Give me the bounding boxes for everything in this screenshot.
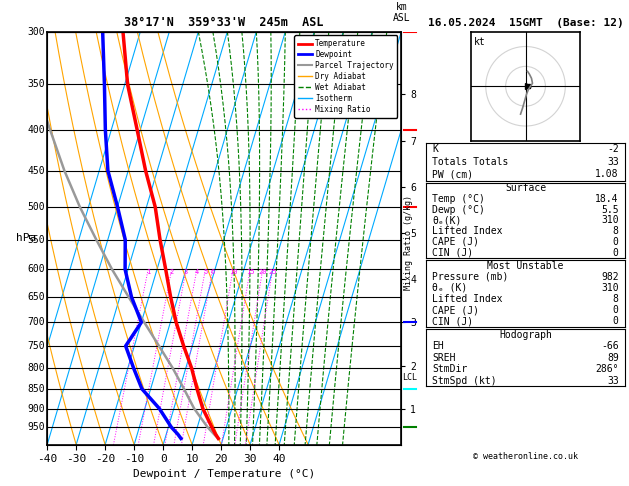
Text: CIN (J): CIN (J) (432, 248, 474, 258)
Text: 15: 15 (246, 269, 254, 276)
Text: 18.4: 18.4 (595, 194, 619, 204)
Text: hPa: hPa (16, 233, 36, 243)
Text: 10: 10 (229, 269, 237, 276)
Text: © weatheronline.co.uk: © weatheronline.co.uk (473, 452, 578, 461)
Text: StmSpd (kt): StmSpd (kt) (432, 376, 497, 385)
Text: 300: 300 (28, 27, 45, 36)
Text: 650: 650 (28, 292, 45, 302)
Text: -66: -66 (601, 341, 619, 351)
Text: K: K (432, 144, 438, 154)
Text: 0: 0 (613, 237, 619, 247)
Text: CIN (J): CIN (J) (432, 316, 474, 327)
Text: 89: 89 (607, 353, 619, 363)
Text: Dewp (°C): Dewp (°C) (432, 205, 486, 215)
Text: LCL: LCL (402, 373, 417, 382)
Text: Hodograph: Hodograph (499, 330, 552, 340)
Text: 33: 33 (607, 376, 619, 385)
Text: 500: 500 (28, 202, 45, 212)
Text: CAPE (J): CAPE (J) (432, 305, 479, 315)
Text: 0: 0 (613, 316, 619, 327)
Text: 5: 5 (203, 269, 208, 276)
Text: Most Unstable: Most Unstable (487, 260, 564, 271)
Text: 550: 550 (28, 235, 45, 244)
Text: 0: 0 (613, 248, 619, 258)
Text: CAPE (J): CAPE (J) (432, 237, 479, 247)
Text: 5.5: 5.5 (601, 205, 619, 215)
Text: Pressure (mb): Pressure (mb) (432, 272, 509, 282)
Text: Mixing Ratio (g/kg): Mixing Ratio (g/kg) (404, 195, 413, 291)
Text: 350: 350 (28, 80, 45, 89)
Text: Lifted Index: Lifted Index (432, 294, 503, 304)
Text: 450: 450 (28, 166, 45, 176)
Text: 850: 850 (28, 384, 45, 394)
Text: 4: 4 (195, 269, 199, 276)
Text: kt: kt (474, 36, 486, 47)
Text: Temp (°C): Temp (°C) (432, 194, 486, 204)
Text: 6: 6 (210, 269, 214, 276)
Text: 800: 800 (28, 363, 45, 373)
Text: 600: 600 (28, 264, 45, 275)
X-axis label: Dewpoint / Temperature (°C): Dewpoint / Temperature (°C) (133, 469, 315, 479)
Text: 20: 20 (259, 269, 267, 276)
Text: 286°: 286° (595, 364, 619, 374)
Text: 1: 1 (146, 269, 150, 276)
Text: 982: 982 (601, 272, 619, 282)
Text: EH: EH (432, 341, 444, 351)
Text: 700: 700 (28, 317, 45, 327)
Text: 8: 8 (613, 226, 619, 236)
Text: 750: 750 (28, 341, 45, 351)
Text: Surface: Surface (505, 183, 546, 193)
Text: 3: 3 (184, 269, 188, 276)
Text: StmDir: StmDir (432, 364, 467, 374)
Text: 950: 950 (28, 422, 45, 432)
Text: 310: 310 (601, 283, 619, 293)
Text: 310: 310 (601, 215, 619, 226)
Text: SREH: SREH (432, 353, 456, 363)
Text: 0: 0 (613, 305, 619, 315)
Text: 8: 8 (613, 294, 619, 304)
Title: 38°17'N  359°33'W  245m  ASL: 38°17'N 359°33'W 245m ASL (125, 16, 324, 29)
Text: 33: 33 (607, 157, 619, 167)
Legend: Temperature, Dewpoint, Parcel Trajectory, Dry Adiabat, Wet Adiabat, Isotherm, Mi: Temperature, Dewpoint, Parcel Trajectory… (294, 35, 398, 118)
Text: 25: 25 (269, 269, 277, 276)
Text: 1.08: 1.08 (595, 170, 619, 179)
Text: 900: 900 (28, 403, 45, 414)
Text: 16.05.2024  15GMT  (Base: 12): 16.05.2024 15GMT (Base: 12) (428, 17, 623, 28)
Text: Lifted Index: Lifted Index (432, 226, 503, 236)
Text: θₑ (K): θₑ (K) (432, 283, 467, 293)
Text: 2: 2 (169, 269, 174, 276)
Text: 400: 400 (28, 125, 45, 135)
Text: km
ASL: km ASL (392, 2, 410, 23)
Text: -2: -2 (607, 144, 619, 154)
Text: PW (cm): PW (cm) (432, 170, 474, 179)
Text: Totals Totals: Totals Totals (432, 157, 509, 167)
Text: θₑ(K): θₑ(K) (432, 215, 462, 226)
